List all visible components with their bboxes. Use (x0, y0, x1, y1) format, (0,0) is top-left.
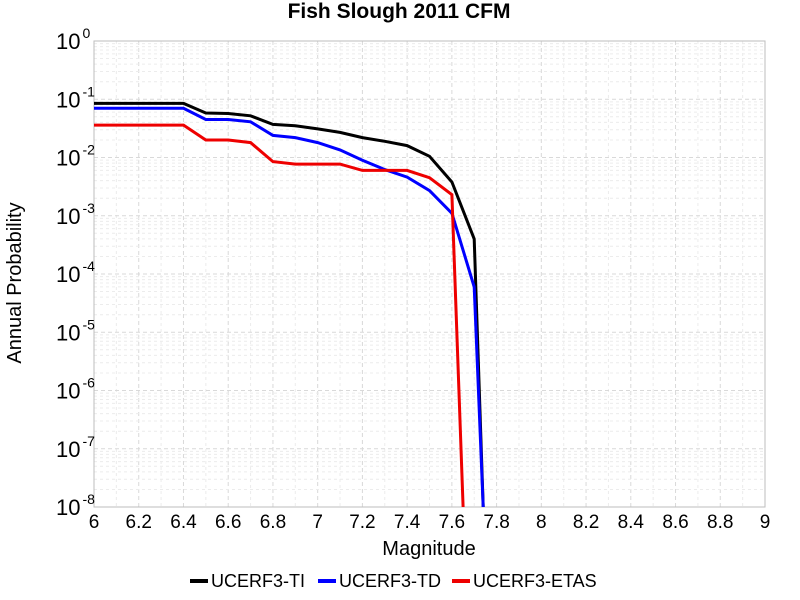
y-tick-label: 10 -7 (56, 433, 95, 462)
x-tick-label: 8 (536, 512, 547, 533)
x-tick-label: 6.6 (215, 512, 241, 533)
x-axis-label: Magnitude (382, 538, 475, 560)
plot-area-frame (93, 40, 766, 508)
y-tick-label: 10 -4 (56, 258, 95, 287)
chart-title: Fish Slough 2011 CFM (288, 0, 511, 23)
y-tick-label: 10 -5 (56, 316, 95, 345)
x-tick-label: 8.8 (707, 512, 733, 533)
x-tick-label: 9 (760, 512, 771, 533)
series-line-ucerf3-td (94, 106, 485, 507)
x-tick-label: 8.4 (618, 512, 645, 533)
y-tick-label: 10 0 (56, 25, 90, 54)
y-tick-label: 10 -6 (56, 375, 95, 404)
y-axis-label: Annual Probability (4, 202, 26, 363)
x-tick-label: 6.2 (126, 512, 152, 533)
series-lines (94, 101, 485, 507)
y-tick-label: 10 -8 (56, 491, 95, 520)
y-tick-label: 10 -2 (56, 142, 95, 171)
grid (93, 41, 765, 508)
legend-label-ucerf3-ti: UCERF3-TI (211, 571, 305, 591)
legend-label-ucerf3-etas: UCERF3-ETAS (473, 571, 597, 591)
x-tick-label: 7.4 (394, 512, 421, 533)
x-tick-label: 8.6 (662, 512, 688, 533)
y-tick-label: 10 -1 (56, 83, 95, 112)
x-axis-ticks: 6 6.2 6.4 6.6 6.8 7 7.2 7.4 7.6 7.8 8 8.2 8.4 8.6 8.8 9 (89, 512, 771, 533)
x-tick-label: 7 (312, 512, 323, 533)
x-tick-label: 8.2 (573, 512, 599, 533)
x-tick-label: 7.8 (483, 512, 509, 533)
x-tick-label: 6.8 (260, 512, 286, 533)
y-tick-label: 10 -3 (56, 200, 95, 229)
legend-label-ucerf3-td: UCERF3-TD (339, 571, 441, 591)
x-tick-label: 6.4 (170, 512, 197, 533)
legend: UCERF3-TI UCERF3-TD UCERF3-ETAS (190, 571, 597, 591)
series-line-ucerf3-etas (94, 123, 465, 507)
x-tick-label: 7.6 (439, 512, 465, 533)
x-tick-label: 6 (89, 512, 100, 533)
series-line-ucerf3-ti (94, 101, 485, 507)
x-tick-label: 7.2 (349, 512, 375, 533)
